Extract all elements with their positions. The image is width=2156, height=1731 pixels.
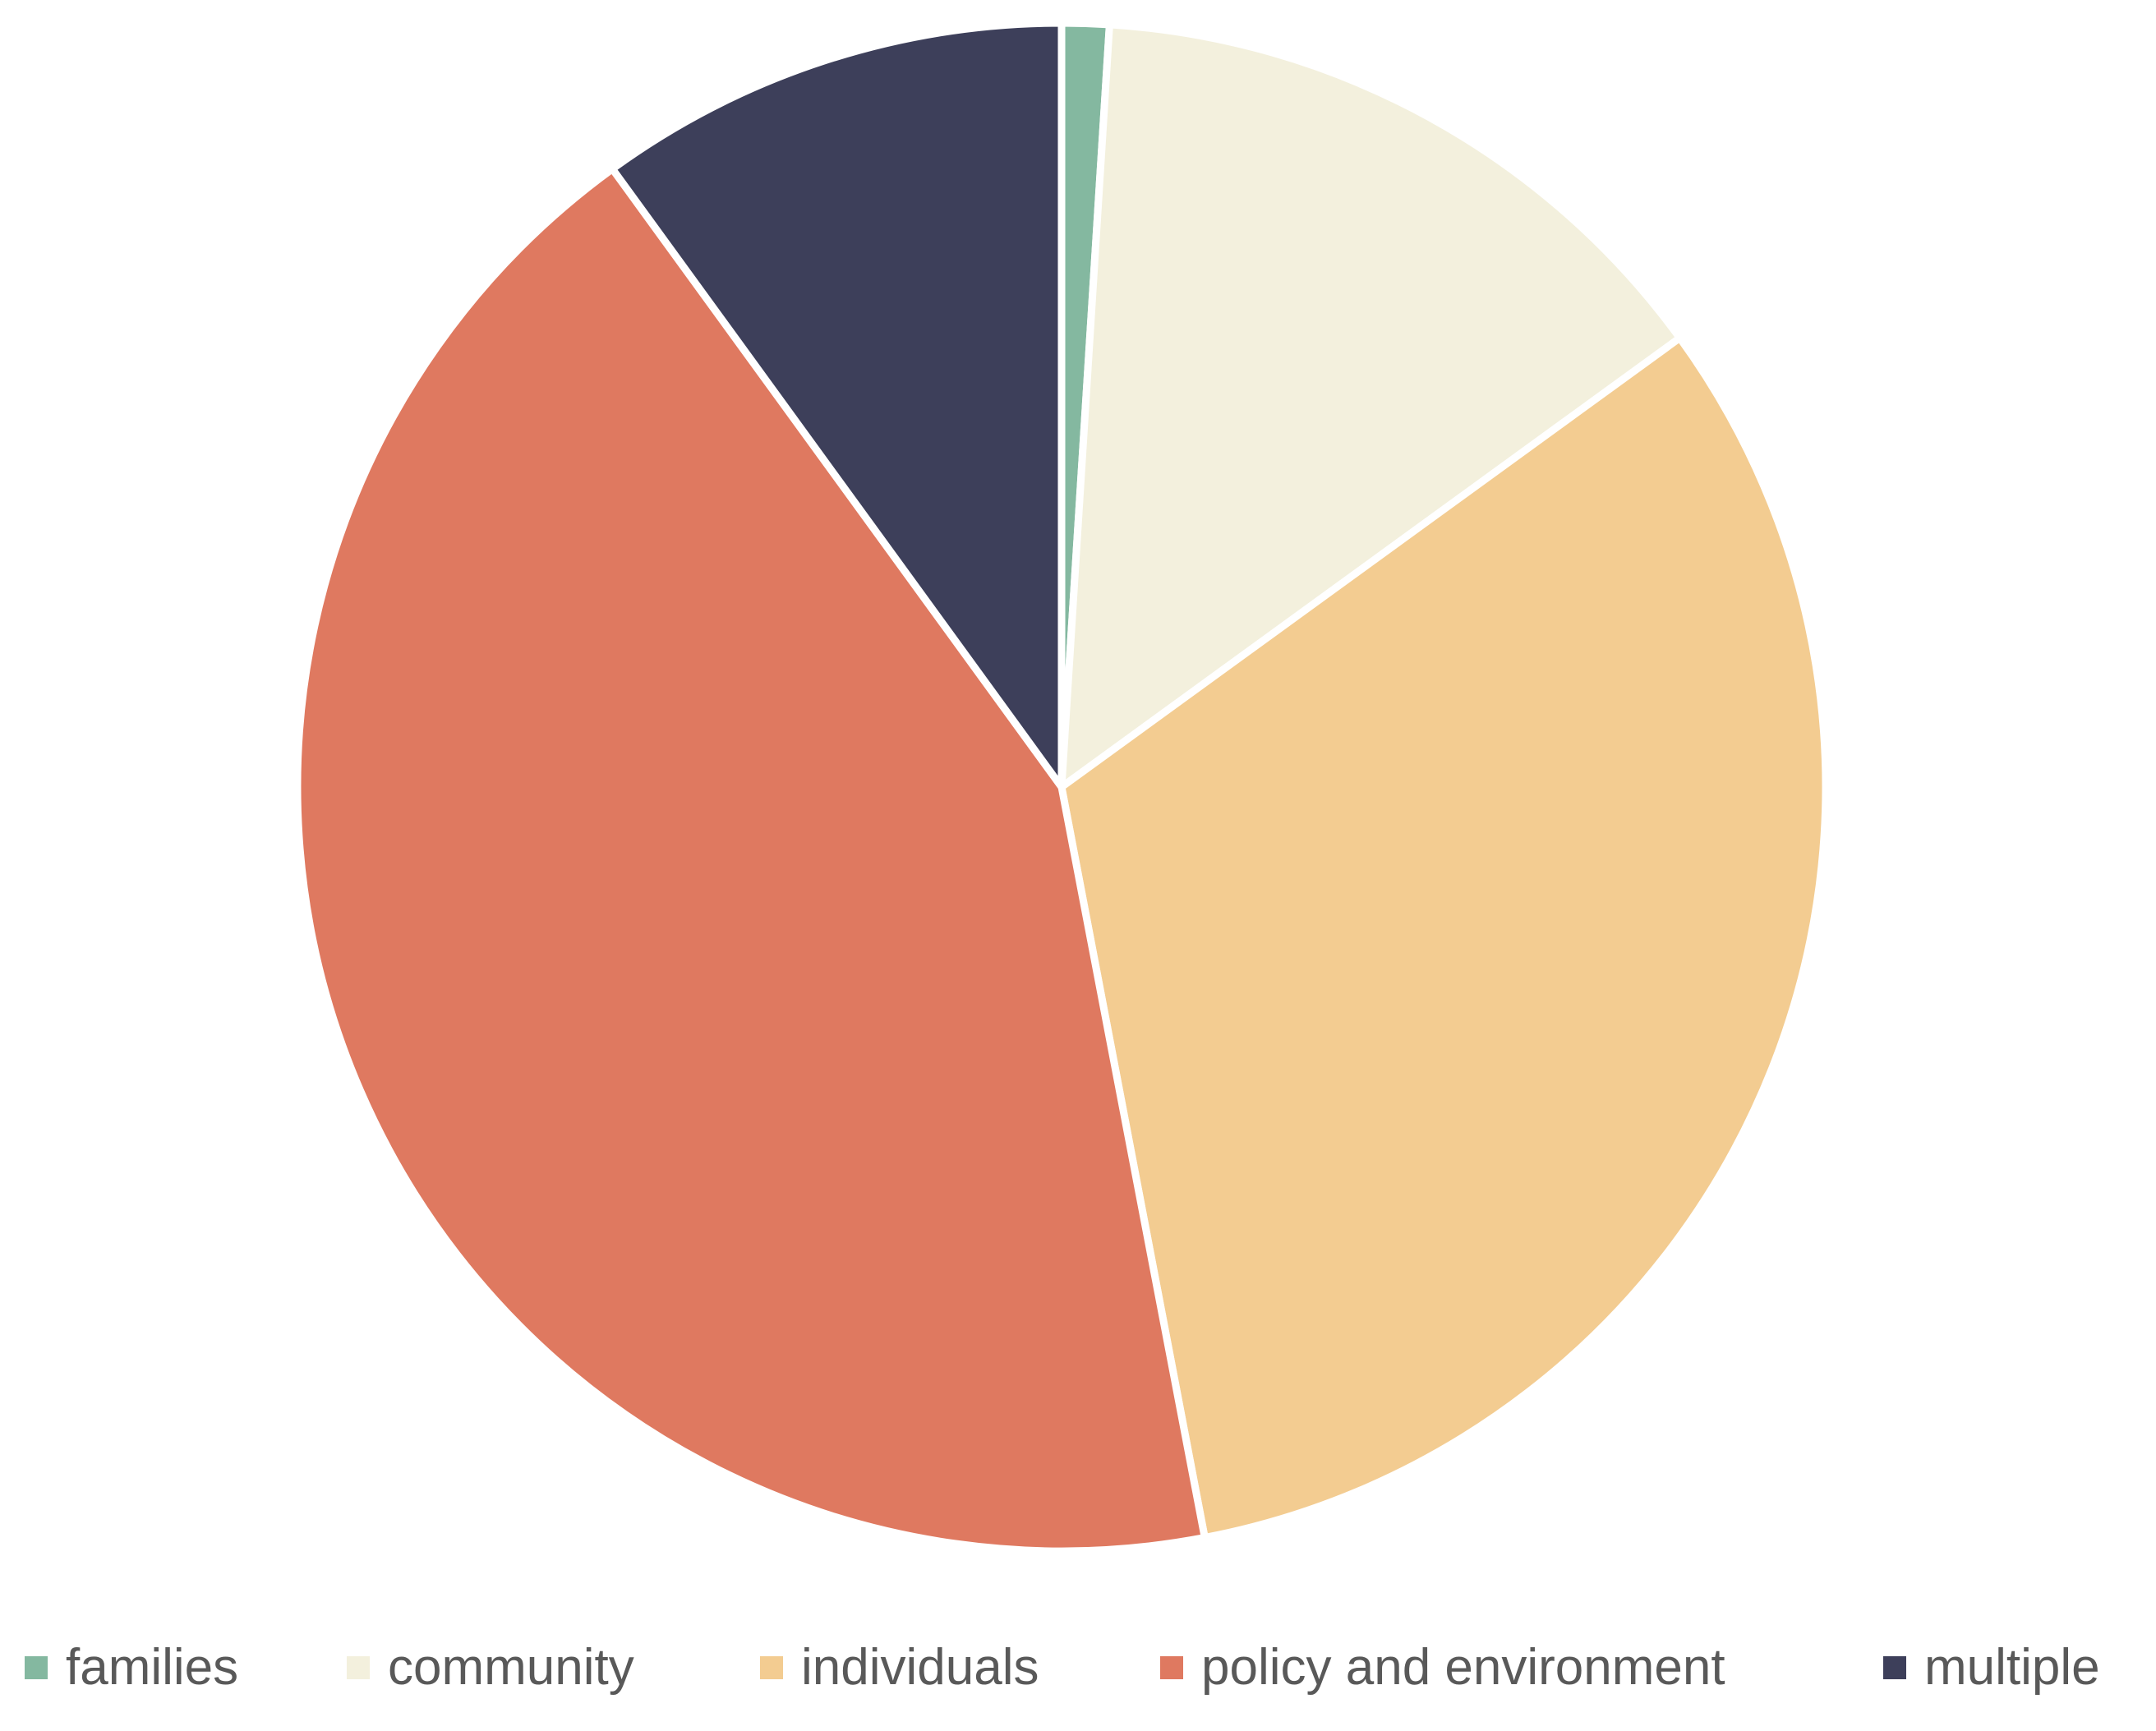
chart-area xyxy=(293,19,1830,1555)
legend: families community individuals policy an… xyxy=(0,1631,2156,1705)
legend-item-policy-and-environment: policy and environment xyxy=(1160,1631,1725,1705)
legend-swatch-policy-and-environment xyxy=(1160,1656,1183,1679)
legend-swatch-individuals xyxy=(760,1656,783,1679)
legend-label-families: families xyxy=(66,1639,239,1696)
legend-label-multiple: multiple xyxy=(1924,1639,2100,1696)
legend-label-policy-and-environment: policy and environment xyxy=(1201,1639,1725,1696)
legend-item-multiple: multiple xyxy=(1883,1631,2100,1705)
pie-slice-community xyxy=(1057,21,1684,791)
legend-item-community: community xyxy=(347,1631,634,1705)
legend-label-community: community xyxy=(388,1639,634,1696)
legend-label-individuals: individuals xyxy=(801,1639,1039,1696)
legend-swatch-families xyxy=(25,1656,48,1679)
legend-item-families: families xyxy=(25,1631,238,1705)
pie-chart xyxy=(293,19,1830,1555)
pie-slice-individuals xyxy=(1057,334,1830,1542)
legend-swatch-community xyxy=(347,1656,370,1679)
pie-slice-policy-and-environment xyxy=(293,165,1209,1555)
legend-swatch-multiple xyxy=(1883,1656,1906,1679)
pie-slice-multiple xyxy=(608,19,1066,791)
legend-item-individuals: individuals xyxy=(760,1631,1039,1705)
